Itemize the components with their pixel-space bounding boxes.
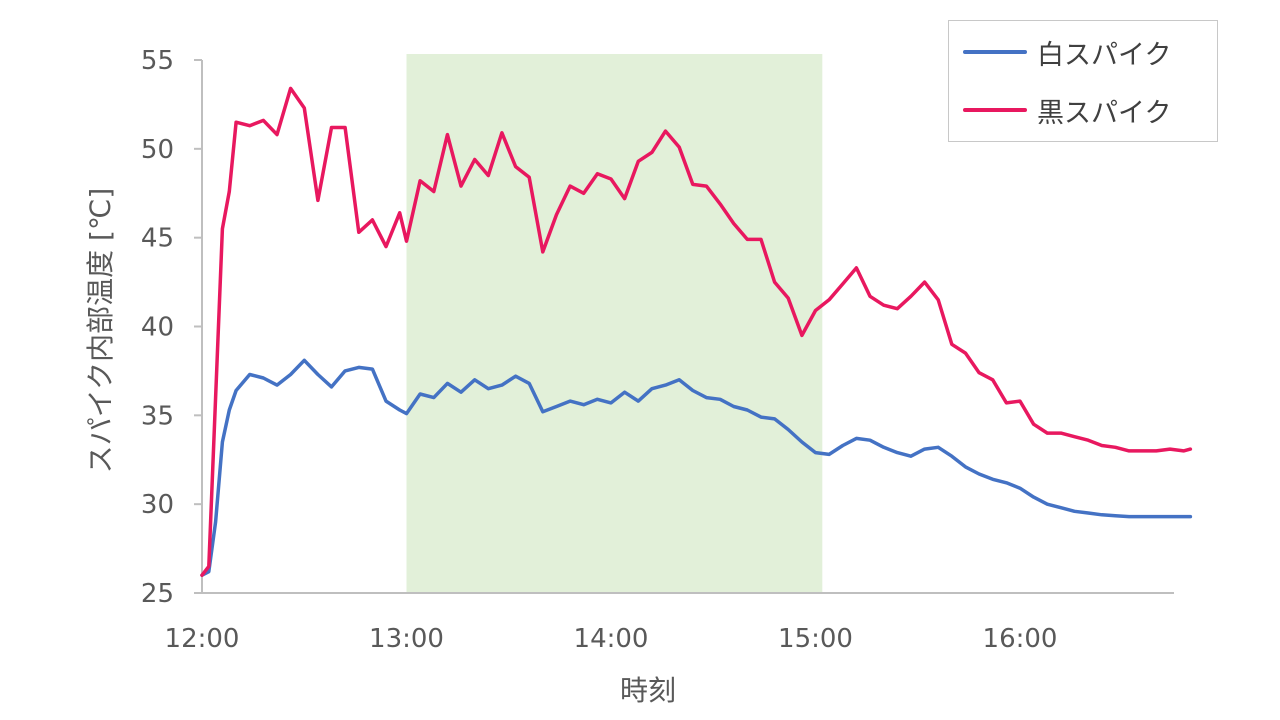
x-tick-label: 14:00 bbox=[574, 624, 649, 654]
legend-item-black-spike: 黒スパイク bbox=[963, 90, 1171, 130]
y-tick-label: 40 bbox=[141, 313, 174, 343]
y-tick-label: 25 bbox=[141, 579, 174, 609]
highlight-band bbox=[406, 54, 823, 593]
legend: 白スパイク 黒スパイク bbox=[948, 20, 1218, 142]
x-tick-label: 16:00 bbox=[983, 624, 1058, 654]
x-tick-label: 13:00 bbox=[369, 624, 444, 654]
legend-label-white-spike: 白スパイク bbox=[1037, 39, 1172, 71]
y-tick-label: 50 bbox=[141, 135, 174, 165]
series-line-white-spike bbox=[200, 358, 1193, 577]
legend-item-white-spike: 白スパイク bbox=[963, 32, 1171, 72]
x-tick-label: 12:00 bbox=[165, 624, 240, 654]
series-line-black-spike bbox=[200, 86, 1193, 577]
y-tick-label: 35 bbox=[141, 401, 174, 431]
y-tick-label: 45 bbox=[141, 224, 174, 254]
legend-swatch-black-spike bbox=[963, 108, 1027, 112]
y-axis-title: スパイク内部温度 [℃] bbox=[84, 188, 117, 474]
y-tick-label: 55 bbox=[141, 46, 174, 76]
legend-swatch-white-spike bbox=[963, 50, 1027, 54]
x-axis-title: 時刻 bbox=[620, 674, 676, 707]
legend-label-black-spike: 黒スパイク bbox=[1037, 97, 1172, 129]
y-tick-label: 30 bbox=[141, 490, 174, 520]
x-tick-label: 15:00 bbox=[778, 624, 853, 654]
